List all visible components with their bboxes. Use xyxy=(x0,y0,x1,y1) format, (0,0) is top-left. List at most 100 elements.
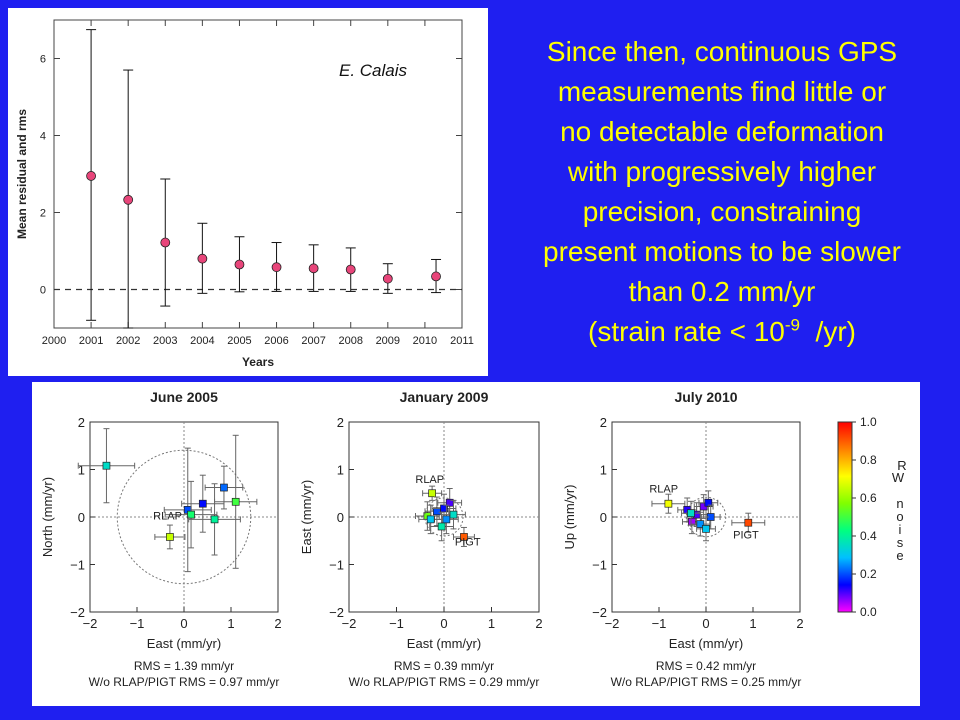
y-tick-label: 1 xyxy=(78,463,85,478)
x-tick-label: 2001 xyxy=(79,335,103,347)
y-tick-label: −1 xyxy=(70,558,85,573)
noise-colorbar xyxy=(837,421,853,613)
data-point xyxy=(704,498,713,507)
y-tick-label: 6 xyxy=(40,54,46,66)
y-tick-label: 1 xyxy=(337,463,344,478)
y-tick-label: −1 xyxy=(592,558,607,573)
strain-exponent: -9 xyxy=(784,315,800,335)
y-tick-label: 2 xyxy=(600,415,607,430)
strain-rate-line: (strain rate < 10-9 /yr) xyxy=(494,312,950,352)
data-point xyxy=(431,271,441,282)
y-tick-label: −2 xyxy=(329,605,344,620)
data-point xyxy=(166,533,174,541)
y-tick-label: 0 xyxy=(78,510,85,525)
x-tick-label: −1 xyxy=(652,616,667,631)
y-tick-label: −1 xyxy=(329,558,344,573)
subplot-title: July 2010 xyxy=(674,389,737,405)
colorbar-tick-label: 0.8 xyxy=(860,453,877,467)
x-tick-label: 2009 xyxy=(376,335,400,347)
x-tick-label: −2 xyxy=(605,616,620,631)
colorbar-label-char: n xyxy=(896,496,903,511)
strain-prefix: (strain rate < 10 xyxy=(588,316,785,347)
data-point xyxy=(382,273,393,284)
colorbar-label-char: e xyxy=(896,548,903,563)
data-point xyxy=(123,194,134,205)
slide-text-line: measurements find little or xyxy=(557,76,887,107)
colorbar-tick-label: 0.2 xyxy=(860,567,877,581)
x-tick-label: 2 xyxy=(535,616,542,631)
x-tick-label: 1 xyxy=(749,616,756,631)
y-tick-label: 0 xyxy=(40,285,46,297)
y-tick-label: −2 xyxy=(70,605,85,620)
x-tick-label: 2000 xyxy=(42,335,66,347)
data-point xyxy=(460,533,468,541)
rms-circle xyxy=(685,496,727,538)
colorbar-tick-label: 0.6 xyxy=(860,491,877,505)
rms-text: W/o RLAP/PIGT RMS = 0.25 mm/yr xyxy=(611,675,802,689)
author-annotation: E. Calais xyxy=(339,61,408,80)
strain-suffix: /yr) xyxy=(800,316,856,347)
slide-text-line: with progressively higher xyxy=(567,156,877,187)
colorbar-label-char: s xyxy=(897,535,904,550)
x-tick-label: 2003 xyxy=(153,335,177,347)
slide-text-line: than 0.2 mm/yr xyxy=(628,276,816,307)
y-axis-label: Up (mm/yr) xyxy=(562,485,577,550)
slide-text-line: precision, constraining xyxy=(582,196,862,227)
station-label: PIGT xyxy=(455,537,481,549)
subplot-title: January 2009 xyxy=(400,389,489,405)
y-tick-label: 4 xyxy=(40,131,46,143)
x-axis-label: East (mm/yr) xyxy=(407,636,481,651)
colorbar-label-char: i xyxy=(899,522,902,537)
x-tick-label: 2010 xyxy=(413,335,437,347)
x-tick-label: 0 xyxy=(180,616,187,631)
data-point xyxy=(271,262,282,273)
x-tick-label: 2 xyxy=(274,616,281,631)
colorbar-tick-label: 1.0 xyxy=(860,415,877,429)
rms-text: W/o RLAP/PIGT RMS = 0.29 mm/yr xyxy=(349,675,540,689)
colorbar-label-char: R xyxy=(897,458,906,473)
data-point xyxy=(696,520,705,528)
data-point xyxy=(437,522,446,531)
x-tick-label: 2007 xyxy=(301,335,325,347)
rms-text: RMS = 1.39 mm/yr xyxy=(134,659,234,673)
x-tick-label: 0 xyxy=(440,616,447,631)
data-point xyxy=(197,253,208,264)
station-label: RLAP xyxy=(153,510,182,522)
x-tick-label: 2011 xyxy=(450,335,474,347)
colorbar-tick-label: 0.0 xyxy=(860,605,877,619)
data-point xyxy=(308,263,319,274)
data-point xyxy=(160,237,171,248)
residual-chart-panel: 2000 2001 2002 2003 2004 2005 2006 2007 2008 2009… xyxy=(8,8,488,376)
y-tick-label: 2 xyxy=(78,415,85,430)
y-tick-label: 0 xyxy=(600,510,607,525)
y-tick-label: 1 xyxy=(600,463,607,478)
colorbar-label-char: W xyxy=(892,470,905,485)
y-axis-label: East (mm/yr) xyxy=(299,480,314,554)
residual-chart: 2000 2001 2002 2003 2004 2005 2006 2007 2008 2009… xyxy=(15,19,474,369)
plot-frame xyxy=(53,19,463,329)
slide-text-line: present motions to be slower xyxy=(543,236,901,267)
y-tick-label: 2 xyxy=(337,415,344,430)
colorbar-tick-label: 0.4 xyxy=(860,529,877,543)
x-tick-label: 1 xyxy=(488,616,495,631)
x-axis-label: Years xyxy=(242,355,274,369)
x-axis-label: East (mm/yr) xyxy=(147,636,221,651)
data-point xyxy=(744,518,753,527)
x-tick-label: −1 xyxy=(130,616,145,631)
station-label: RLAP xyxy=(415,474,444,486)
rms-circle xyxy=(116,449,252,585)
data-point xyxy=(231,497,240,506)
x-tick-label: 2006 xyxy=(264,335,288,347)
station-label: PIGT xyxy=(733,529,759,541)
slide-text-line: no detectable deformation xyxy=(560,116,884,147)
colorbar-label-char: o xyxy=(896,509,903,524)
subplot-title: June 2005 xyxy=(150,389,218,405)
data-point xyxy=(687,509,695,518)
x-tick-label: 1 xyxy=(227,616,234,631)
data-point xyxy=(187,510,195,519)
y-axis-label: Mean residual and rms xyxy=(15,109,29,239)
velocity-charts-panel: June 2005 −2 −2 −1 −1 0 0 1 1 2 2 East (mm/yr) North… xyxy=(32,382,920,706)
x-tick-label: 0 xyxy=(702,616,709,631)
data-point xyxy=(428,489,436,498)
